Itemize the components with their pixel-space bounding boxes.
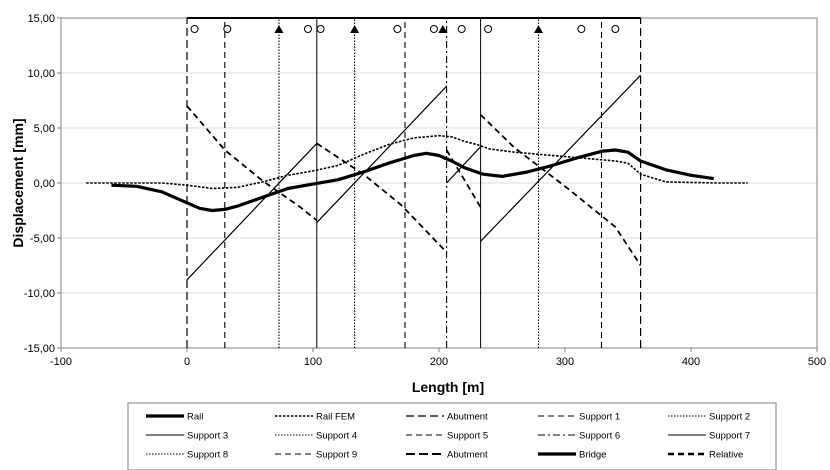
series-relative-14 bbox=[186, 105, 642, 266]
y-tick-label: 15,00 bbox=[27, 13, 55, 25]
series-relative-14-segment-1 bbox=[316, 142, 448, 253]
bearing-fixed-marker bbox=[534, 25, 544, 33]
legend-label: Support 8 bbox=[187, 450, 228, 461]
x-axis-title: Length [m] bbox=[412, 379, 484, 395]
y-axis-title: Displacement [mm] bbox=[10, 118, 26, 247]
series-bridge-13-segment-3 bbox=[480, 74, 642, 242]
x-tick-label: 100 bbox=[304, 356, 322, 368]
bearing-roller-marker bbox=[457, 25, 466, 33]
x-tick-label: 0 bbox=[184, 356, 190, 368]
series-rail-0 bbox=[111, 148, 714, 213]
legend-label: Support 1 bbox=[579, 412, 620, 423]
x-tick-label: 300 bbox=[556, 356, 574, 368]
legend-label: Support 9 bbox=[316, 450, 357, 461]
legend-label: Support 2 bbox=[709, 412, 750, 423]
y-tick-label: 0,00 bbox=[34, 178, 55, 190]
legend-label: Rail bbox=[187, 412, 203, 423]
series-layer bbox=[86, 18, 748, 348]
legend-label: Relative bbox=[709, 450, 743, 461]
series-relative-14-segment-3 bbox=[479, 114, 642, 266]
bearing-roller-marker bbox=[316, 25, 325, 33]
legend-label: Support 7 bbox=[709, 431, 750, 442]
y-tick-labels: -15,00 -10,00 -5,00 0,00 5,00 10,00 15,00 bbox=[24, 13, 61, 355]
bearing-roller-marker bbox=[303, 25, 312, 33]
bearing-fixed-marker bbox=[350, 25, 360, 33]
bearing-fixed-marker bbox=[438, 25, 448, 33]
legend-box bbox=[127, 402, 777, 470]
legend-label: Rail FEM bbox=[316, 412, 355, 423]
x-tick-labels: -100 0 100 200 300 400 500 bbox=[50, 348, 826, 368]
bearing-roller-marker bbox=[611, 25, 620, 33]
legend-label: Support 3 bbox=[187, 431, 228, 442]
series-bridge-13-segment-0 bbox=[186, 142, 318, 281]
x-tick-label: -100 bbox=[50, 356, 72, 368]
x-tick-label: 400 bbox=[682, 356, 700, 368]
legend-label: Abutment bbox=[447, 412, 488, 423]
bearing-roller-marker bbox=[577, 25, 586, 33]
legend-label: Support 5 bbox=[447, 431, 488, 442]
legend-label: Support 6 bbox=[579, 431, 620, 442]
y-tick-label: -5,00 bbox=[30, 233, 55, 245]
bearing-symbols bbox=[187, 17, 641, 33]
legend: Rail Rail FEM Abutment Support 1 Support 2 Su… bbox=[127, 402, 777, 470]
bearing-roller-marker bbox=[223, 25, 232, 33]
series-bridge-13-segment-2 bbox=[446, 146, 482, 184]
y-tick-label: 5,00 bbox=[34, 123, 55, 135]
y-tick-label: 10,00 bbox=[27, 68, 55, 80]
y-tick-label: -15,00 bbox=[24, 343, 55, 355]
bearing-roller-marker bbox=[190, 25, 199, 33]
bearing-roller-marker bbox=[429, 25, 438, 33]
series-rail-fem-1 bbox=[86, 134, 748, 190]
x-tick-label: 200 bbox=[430, 356, 448, 368]
bearing-roller-marker bbox=[484, 25, 493, 33]
bearing-roller-marker bbox=[393, 25, 402, 33]
series-bridge-13 bbox=[186, 74, 642, 281]
legend-label: Support 4 bbox=[316, 431, 357, 442]
legend-label: Bridge bbox=[579, 450, 606, 461]
series-relative-14-segment-2 bbox=[445, 149, 482, 208]
x-tick-label: 500 bbox=[808, 356, 826, 368]
legend-label: Abutment bbox=[447, 450, 488, 461]
bearing-fixed-marker bbox=[274, 25, 284, 33]
series-bridge-13-segment-1 bbox=[316, 85, 448, 224]
y-tick-label: -10,00 bbox=[24, 288, 55, 300]
